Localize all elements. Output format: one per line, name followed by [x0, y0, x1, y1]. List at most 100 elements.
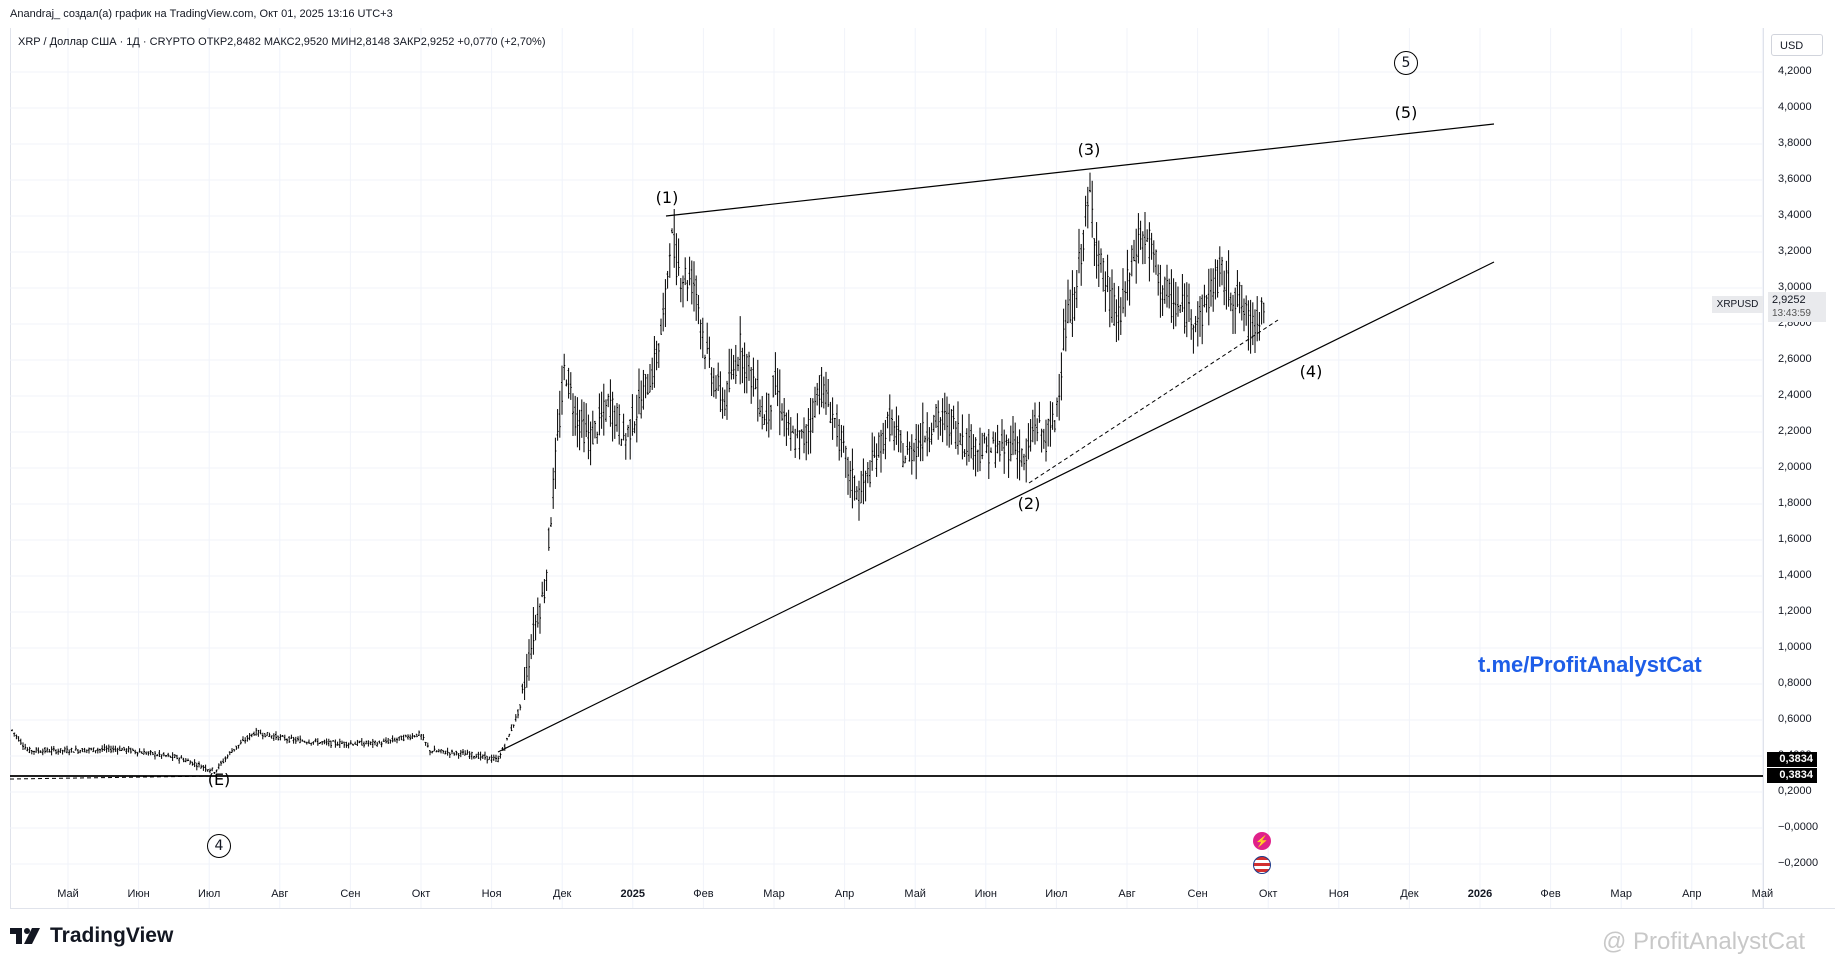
ohlc-bar — [345, 741, 348, 748]
ohlc-bar — [1102, 257, 1105, 292]
ohlc-bar — [803, 417, 805, 454]
ohlc-bar — [418, 730, 420, 736]
time-tick-label: Сен — [1187, 888, 1208, 900]
ohlc-bar — [891, 409, 893, 436]
ohlc-bar — [959, 432, 962, 446]
ohlc-bar — [173, 753, 176, 759]
ohlc-bar — [1058, 373, 1061, 421]
ohlc-bar — [497, 755, 500, 763]
ohlc-bar — [99, 748, 101, 754]
ohlc-bar — [695, 275, 698, 321]
ohlc-bar — [17, 736, 20, 742]
price-tick-label: 3,4000 — [1778, 209, 1812, 221]
ohlc-bar — [299, 735, 302, 744]
ohlc-bar — [1075, 269, 1078, 308]
ohlc-bar — [1106, 254, 1109, 293]
ohlc-bar — [624, 433, 627, 460]
lower-trendline — [497, 261, 1495, 753]
ohlc-bar — [162, 752, 165, 757]
ohlc-bar — [237, 744, 240, 749]
ohlc-bar — [367, 740, 370, 747]
lightning-event-icon[interactable]: ⚡ — [1253, 832, 1271, 850]
ohlc-bar — [635, 394, 638, 443]
price-tick-label: 2,2000 — [1778, 425, 1812, 437]
ohlc-bar — [382, 738, 385, 742]
ohlc-bar — [209, 768, 211, 774]
ohlc-bar — [701, 317, 704, 359]
ohlc-bar — [741, 347, 744, 384]
ohlc-bar — [453, 752, 456, 756]
ohlc-bar — [1078, 228, 1080, 274]
ohlc-bar — [849, 460, 852, 498]
wave-label-3: (3) — [1077, 140, 1101, 159]
ohlc-bar — [1201, 294, 1204, 345]
ohlc-bar — [816, 382, 819, 406]
grid-lines — [10, 28, 1763, 908]
ohlc-bar — [1188, 283, 1190, 323]
ohlc-bar — [121, 747, 123, 752]
ohlc-bar — [1218, 246, 1221, 287]
ohlc-bar — [277, 735, 280, 741]
ohlc-bar — [970, 424, 973, 459]
ohlc-bar — [338, 738, 341, 749]
ohlc-bar — [563, 353, 566, 381]
ohlc-bar — [781, 403, 783, 421]
ohlc-bar — [415, 733, 418, 738]
ticker-label: XRPUSD — [1712, 296, 1763, 313]
wave-circle-4: 4 — [207, 834, 231, 858]
ohlc-bar — [255, 727, 258, 736]
ohlc-bar — [1256, 296, 1259, 342]
ohlc-bar — [662, 292, 665, 332]
ohlc-bar — [1031, 409, 1034, 443]
ohlc-bar — [79, 749, 82, 754]
ohlc-bar — [88, 747, 90, 754]
ohlc-bar — [1073, 287, 1076, 321]
ohlc-bar — [44, 746, 46, 754]
ohlc-bar — [30, 749, 33, 755]
time-axis-border — [10, 908, 1835, 909]
ohlc-bar — [165, 755, 167, 758]
ohlc-bar — [631, 394, 634, 436]
ohlc-bar — [728, 348, 731, 393]
ohlc-bar — [492, 754, 495, 761]
ohlc-bar — [567, 367, 570, 399]
ohlc-bars — [11, 172, 1265, 775]
ohlc-bar — [789, 417, 792, 451]
ohlc-bar — [426, 742, 429, 748]
ohlc-bar — [46, 747, 49, 753]
ohlc-bar — [1229, 292, 1232, 312]
ohlc-bar — [882, 422, 885, 454]
currency-selector[interactable]: USD — [1771, 34, 1823, 56]
ohlc-bar — [431, 750, 434, 754]
ohlc-bar — [770, 404, 772, 430]
ohlc-bar — [314, 738, 317, 743]
ohlc-bar — [231, 748, 233, 754]
ohlc-bar — [1157, 264, 1160, 296]
ohlc-bar — [1027, 423, 1030, 460]
ohlc-bar — [446, 747, 449, 756]
ohlc-bar — [433, 745, 436, 752]
ohlc-bar — [59, 748, 62, 754]
ohlc-bar — [992, 431, 995, 444]
ohlc-bar — [512, 724, 515, 728]
ohlc-bar — [730, 348, 733, 380]
ohlc-bar — [838, 419, 841, 461]
ohlc-bar — [1069, 289, 1072, 323]
ohlc-bar — [129, 747, 132, 754]
ohlc-bar — [83, 747, 86, 753]
ohlc-bar — [136, 751, 139, 757]
symbol-info[interactable]: XRP / Доллар США · 1Д · CRYPTO ОТКР2,848… — [18, 36, 546, 48]
ohlc-bar — [400, 735, 403, 741]
ohlc-bar — [704, 354, 706, 370]
ohlc-bar — [963, 449, 966, 458]
ohlc-bar — [444, 750, 447, 755]
telegram-link[interactable]: t.me/ProfitAnalystCat — [1478, 652, 1702, 677]
ohlc-bar — [734, 344, 737, 384]
ohlc-bar — [642, 369, 645, 410]
us-flag-event-icon[interactable] — [1253, 856, 1271, 874]
ohlc-bar — [660, 318, 662, 335]
ohlc-bar — [52, 745, 55, 752]
ohlc-bar — [1038, 401, 1041, 423]
tradingview-brand[interactable]: TradingView — [10, 924, 173, 948]
